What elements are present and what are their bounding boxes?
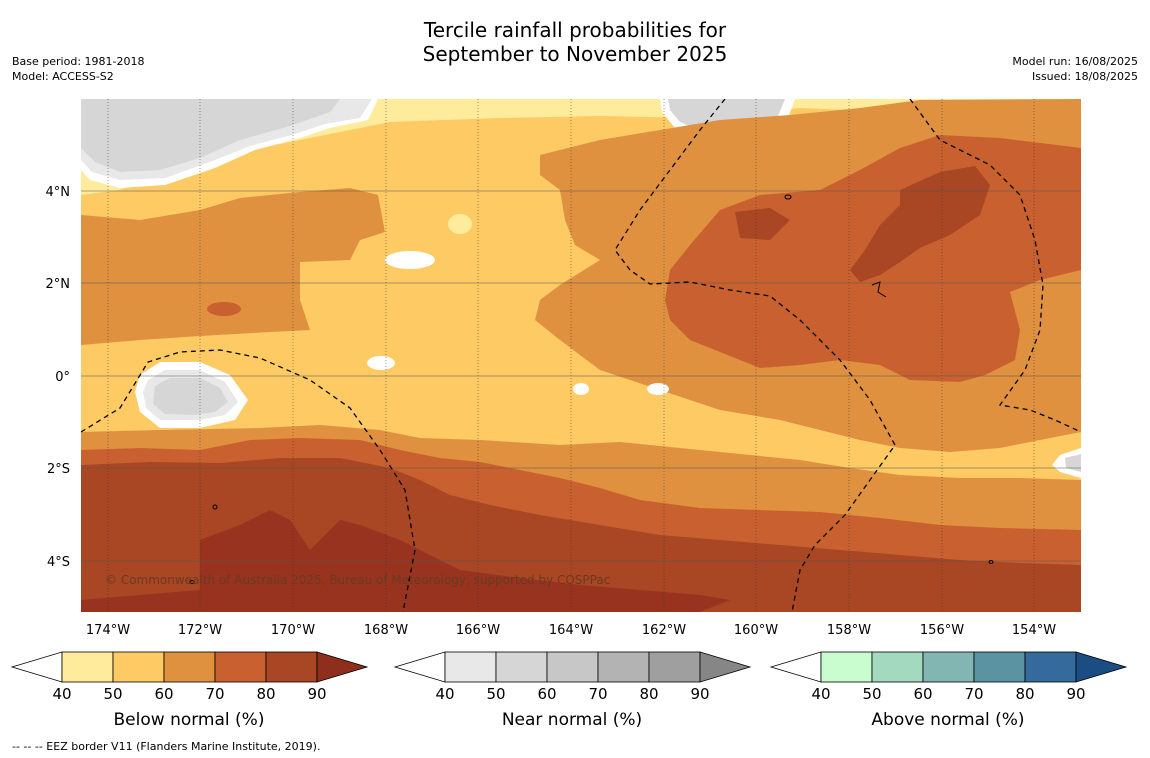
lon-label: 162°W <box>642 623 686 638</box>
title-line-1: Tercile rainfall probabilities for <box>423 18 727 42</box>
colorbar-tick: 40 <box>52 685 71 703</box>
colorbar-tick: 40 <box>811 685 830 703</box>
near-normal-nw <box>81 99 340 172</box>
lat-label: 2°S <box>47 462 70 477</box>
model-run: Model run: 16/08/2025 <box>1012 55 1138 68</box>
region-below-90-east <box>850 166 990 282</box>
eez-legend-note: -- -- -- EEZ border V11 (Flanders Marine… <box>12 740 321 753</box>
colorbar-swatch <box>265 651 318 683</box>
colorbar-tick: 50 <box>862 685 881 703</box>
colorbar-tick: 60 <box>913 685 932 703</box>
lon-label: 156°W <box>920 623 964 638</box>
lon-label: 164°W <box>549 623 593 638</box>
issued-date: Issued: 18/08/2025 <box>1031 70 1138 83</box>
colorbar-swatch <box>820 651 873 683</box>
lat-label: 2°N <box>46 277 71 292</box>
lat-label: 4°N <box>46 185 71 200</box>
colorbar-swatch <box>495 651 548 683</box>
colorbar-tick: 80 <box>1015 685 1034 703</box>
colorbar-tick: 50 <box>486 685 505 703</box>
colorbar-tick: 50 <box>103 685 122 703</box>
near-normal-spot-1 <box>385 251 435 269</box>
colorbar-above-normal: 40 50 60 70 80 90 Above normal (%) <box>769 651 1128 730</box>
colorbar-swatch <box>973 651 1026 683</box>
below-50-spot <box>448 214 472 234</box>
colorbar-arrow-high <box>699 651 752 683</box>
lon-label: 170°W <box>271 623 315 638</box>
map-title: Tercile rainfall probabilities for Septe… <box>0 18 1150 66</box>
colorbar-swatch <box>871 651 924 683</box>
region-below-90-east-small <box>735 208 790 240</box>
lat-label: 0° <box>55 370 70 385</box>
colorbar-below-normal: 40 50 60 70 80 90 Below normal (%) <box>10 651 369 730</box>
latitude-labels: 4°N 2°N 0° 2°S 4°S <box>46 185 71 570</box>
lon-label: 154°W <box>1012 623 1056 638</box>
region-below-70-west <box>81 188 385 345</box>
colorbar-swatch <box>1024 651 1077 683</box>
lat-label: 4°S <box>47 555 70 570</box>
model-name: Model: ACCESS-S2 <box>12 70 114 83</box>
near-normal-spot-4 <box>647 383 669 395</box>
lon-label: 160°W <box>734 623 778 638</box>
colorbar-swatch <box>648 651 701 683</box>
base-period: Base period: 1981-2018 <box>12 55 145 68</box>
near-normal-spot-3 <box>573 383 589 395</box>
below-80-spot <box>207 302 241 316</box>
islands <box>189 194 994 584</box>
colorbar-title: Below normal (%) <box>114 710 265 730</box>
colorbar-arrow-low <box>10 651 63 683</box>
lon-label: 174°W <box>86 623 130 638</box>
colorbar-arrow-high <box>316 651 369 683</box>
near-normal-e <box>1065 454 1081 472</box>
longitude-labels: 174°W 172°W 170°W 168°W 166°W 164°W 162°… <box>86 623 1056 638</box>
colorbar-swatch <box>163 651 216 683</box>
colorbar-tick: 60 <box>154 685 173 703</box>
colorbar-title: Near normal (%) <box>502 710 642 730</box>
map-area: © Commonwealth of Australia 2025, Bureau… <box>81 99 1081 612</box>
colorbar-tick: 90 <box>307 685 326 703</box>
colorbar-tick: 90 <box>1066 685 1085 703</box>
near-normal-spot-2 <box>367 356 395 370</box>
colorbar-swatch <box>112 651 165 683</box>
title-line-2: September to November 2025 <box>422 42 728 66</box>
colorbar-arrow-high <box>1075 651 1128 683</box>
lon-label: 166°W <box>456 623 500 638</box>
colorbar-swatch <box>546 651 599 683</box>
colorbar-tick: 90 <box>690 685 709 703</box>
colorbar-arrow-low <box>769 651 822 683</box>
metadata-left: Base period: 1981-2018 Model: ACCESS-S2 <box>12 54 144 84</box>
eez-borders <box>81 99 1081 612</box>
colorbar-tick: 70 <box>964 685 983 703</box>
colorbar-swatch <box>444 651 497 683</box>
colorbars: 40 50 60 70 80 90 Below normal (%) 40 50… <box>10 651 1128 730</box>
colorbar-tick: 80 <box>256 685 275 703</box>
near-normal-w <box>153 378 228 415</box>
colorbar-tick: 60 <box>537 685 556 703</box>
colorbar-tick: 70 <box>205 685 224 703</box>
colorbar-tick: 70 <box>588 685 607 703</box>
colorbar-swatch <box>214 651 267 683</box>
colorbar-swatch <box>61 651 114 683</box>
colorbar-near-normal: 40 50 60 70 80 90 Near normal (%) <box>393 651 752 730</box>
colorbar-tick: 40 <box>435 685 454 703</box>
colorbar-arrow-low <box>393 651 446 683</box>
colorbar-title: Above normal (%) <box>871 710 1024 730</box>
colorbar-tick: 80 <box>639 685 658 703</box>
lon-label: 172°W <box>178 623 222 638</box>
latitude-gridlines <box>81 190 1081 562</box>
lon-label: 158°W <box>827 623 871 638</box>
colorbar-swatch <box>597 651 650 683</box>
colorbar-swatch <box>922 651 975 683</box>
lon-label: 168°W <box>364 623 408 638</box>
metadata-right: Model run: 16/08/2025 Issued: 18/08/2025 <box>1012 54 1138 84</box>
copyright-notice: © Commonwealth of Australia 2025, Bureau… <box>105 573 610 587</box>
